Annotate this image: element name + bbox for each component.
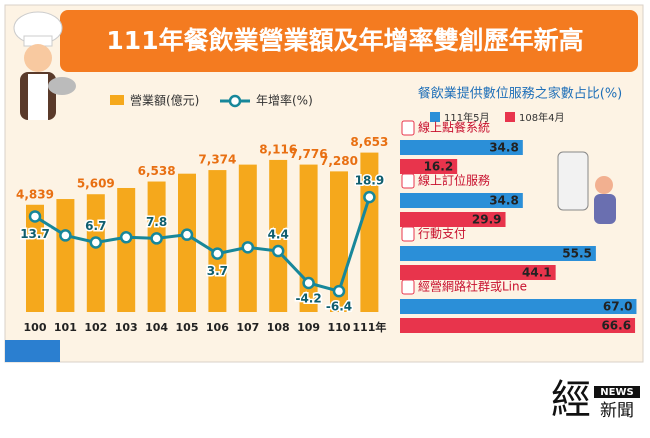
line-value-label: -4.2 bbox=[295, 292, 321, 306]
bar bbox=[56, 199, 75, 312]
bar bbox=[400, 318, 636, 333]
bar bbox=[400, 299, 637, 314]
bar-value-label: 7,776 bbox=[290, 147, 328, 161]
line-value-label: -6.4 bbox=[326, 300, 352, 314]
x-tick-label: 100 bbox=[24, 321, 47, 334]
category-label: 線上點餐系統 bbox=[418, 120, 490, 135]
x-tick-label: 111年 bbox=[352, 320, 386, 334]
legend-label: 111年5月 bbox=[444, 111, 489, 124]
bar-value-label: 7,374 bbox=[198, 153, 236, 167]
category-label: 行動支付 bbox=[418, 227, 466, 241]
bar-value-label: 67.0 bbox=[603, 300, 633, 314]
corner-strip bbox=[5, 340, 60, 362]
bar-value-label: 44.1 bbox=[522, 266, 552, 280]
x-tick-label: 105 bbox=[176, 321, 199, 334]
bar bbox=[208, 170, 227, 312]
legend-label: 108年4月 bbox=[519, 111, 564, 124]
line-marker bbox=[302, 276, 315, 290]
x-tick-label: 104 bbox=[145, 321, 168, 334]
line-marker bbox=[332, 284, 346, 298]
bar-value-label: 5,609 bbox=[77, 177, 115, 191]
bar-value-label: 8,653 bbox=[350, 135, 388, 149]
bar-value-label: 8,116 bbox=[259, 142, 297, 156]
x-tick-label: 110 bbox=[328, 321, 351, 334]
bar bbox=[400, 212, 506, 227]
line-marker bbox=[119, 231, 133, 244]
bar-value-label: 4,839 bbox=[16, 187, 54, 201]
bar bbox=[147, 181, 166, 312]
title-bar bbox=[60, 10, 638, 72]
x-tick-label: 108 bbox=[267, 321, 290, 334]
bar-value-label: 66.6 bbox=[601, 319, 631, 333]
bar-value-label: 6,538 bbox=[138, 164, 176, 178]
legend-label: 營業額(億元) bbox=[130, 94, 199, 108]
bar bbox=[178, 173, 196, 312]
category-label: 線上訂位服務 bbox=[418, 173, 490, 188]
line-marker bbox=[150, 232, 163, 245]
logo: 經 bbox=[551, 377, 591, 423]
category-label: 經營網路社群或Line bbox=[418, 279, 527, 294]
line-marker bbox=[241, 241, 255, 254]
line-value-label: 6.7 bbox=[85, 219, 106, 233]
bar bbox=[117, 187, 136, 312]
bar-value-label: 55.5 bbox=[562, 247, 592, 261]
category-icon bbox=[401, 173, 415, 189]
bar-value-label: 34.8 bbox=[489, 194, 519, 208]
logo-band bbox=[594, 386, 640, 398]
line-marker bbox=[89, 236, 103, 249]
bar-value-label: 34.8 bbox=[489, 141, 519, 155]
title: 111年餐飲業營業額及年增率雙創歷年新高 bbox=[106, 26, 583, 55]
x-tick-label: 109 bbox=[297, 321, 320, 334]
bar bbox=[400, 246, 596, 261]
bar bbox=[26, 204, 44, 312]
x-tick-label: 106 bbox=[206, 321, 229, 334]
bar-value-label: 7,280 bbox=[320, 154, 358, 168]
legend-swatch bbox=[430, 112, 440, 122]
legend-swatch bbox=[505, 112, 515, 122]
line-value-label: 3.7 bbox=[207, 264, 228, 278]
bar-value-label: 29.9 bbox=[472, 213, 502, 227]
legend-marker bbox=[228, 94, 242, 108]
line-marker bbox=[271, 244, 285, 258]
line-marker bbox=[28, 210, 42, 223]
line-value-label: 13.7 bbox=[20, 227, 50, 241]
legend-label: 年增率(%) bbox=[256, 93, 313, 108]
line-marker bbox=[211, 247, 224, 260]
line-marker bbox=[180, 228, 194, 241]
category-icon bbox=[401, 226, 415, 242]
bar-value-label: 16.2 bbox=[424, 160, 454, 174]
chart2-title: 餐飲業提供數位服務之家數占比(%) bbox=[418, 86, 623, 102]
bar bbox=[238, 164, 257, 312]
category-icon bbox=[401, 279, 415, 295]
legend-swatch bbox=[110, 95, 124, 105]
line-value-label: 7.8 bbox=[146, 215, 167, 229]
line-value-label: 4.4 bbox=[268, 228, 289, 242]
x-tick-label: 102 bbox=[84, 321, 107, 334]
bar bbox=[360, 152, 379, 312]
x-tick-label: 101 bbox=[54, 321, 77, 334]
logo-sub: NEWS bbox=[600, 387, 633, 398]
line-marker bbox=[363, 190, 376, 204]
bar bbox=[400, 193, 523, 208]
phone-illustration bbox=[557, 151, 616, 224]
x-tick-label: 103 bbox=[115, 321, 138, 334]
x-tick-label: 107 bbox=[236, 321, 259, 334]
category-icon bbox=[401, 120, 415, 136]
line-marker bbox=[59, 229, 72, 242]
bar bbox=[400, 265, 556, 280]
bar bbox=[86, 194, 105, 312]
chef-illustration bbox=[13, 11, 76, 120]
bar bbox=[269, 159, 288, 312]
line-value-label: 18.9 bbox=[355, 174, 385, 188]
bar bbox=[400, 159, 458, 174]
bar bbox=[400, 140, 523, 155]
bar bbox=[299, 164, 318, 312]
logo-name: 新聞 bbox=[600, 401, 634, 421]
